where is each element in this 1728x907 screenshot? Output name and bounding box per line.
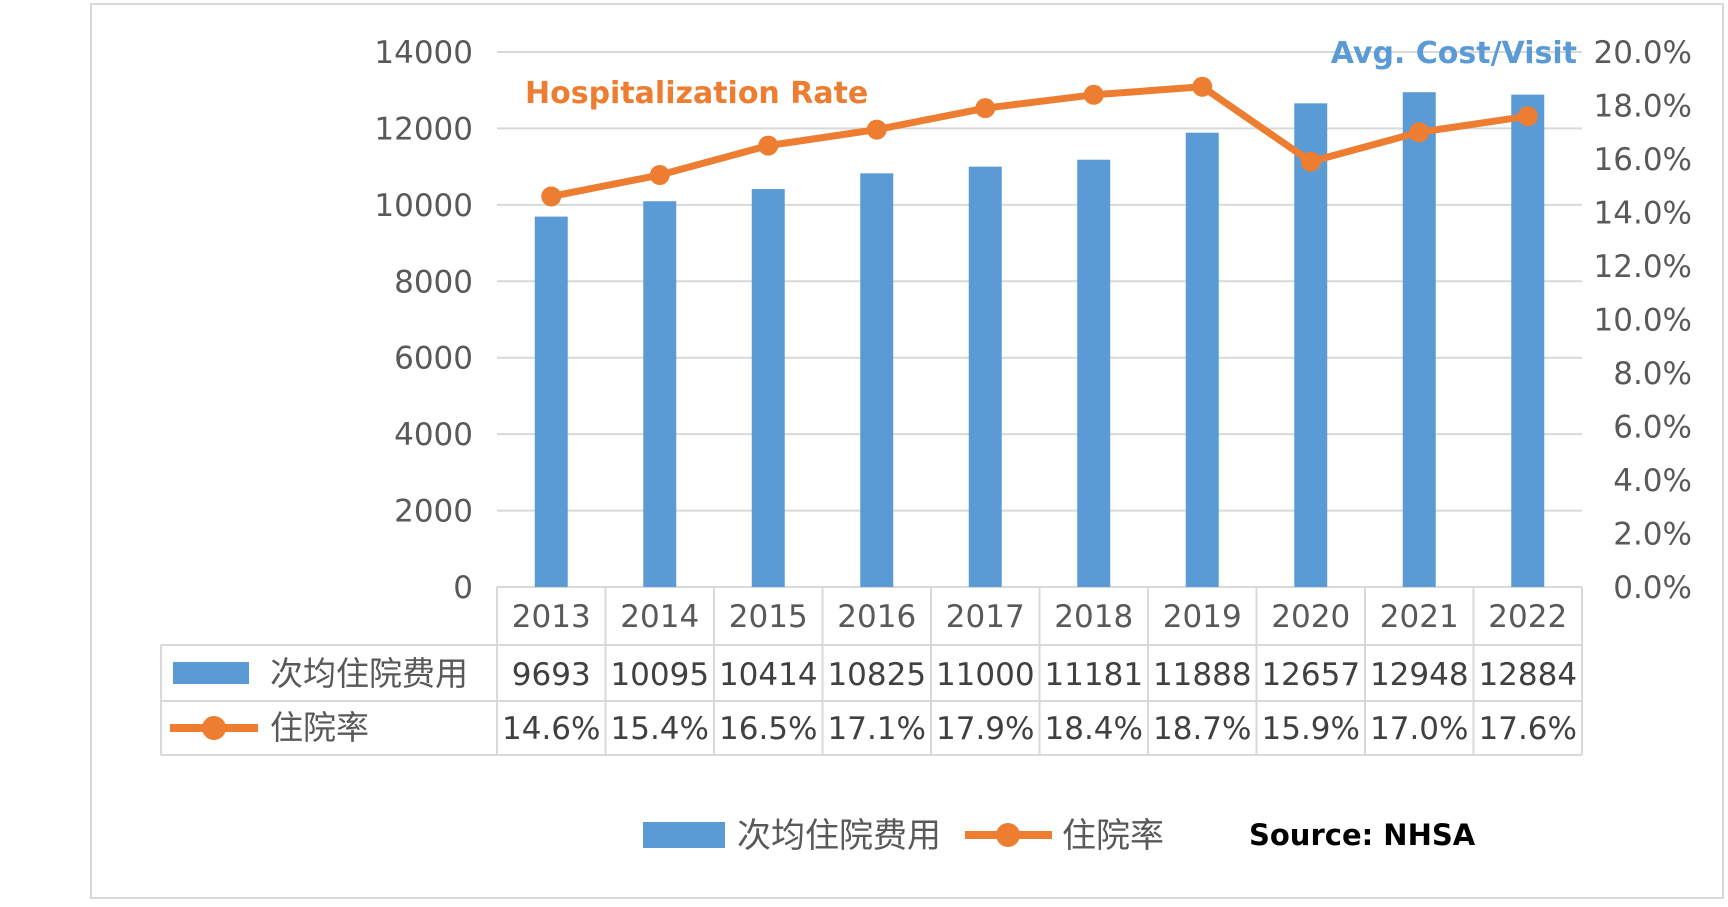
- rate-marker: [1517, 106, 1538, 127]
- right-tick-label: 0.0%: [1613, 570, 1692, 606]
- bar: [1294, 103, 1328, 588]
- rate-marker: [866, 119, 887, 140]
- right-tick-label: 14.0%: [1594, 196, 1692, 232]
- bar: [643, 201, 677, 587]
- right-tick-label: 4.0%: [1613, 463, 1692, 499]
- bar: [1402, 92, 1436, 588]
- line-annotation: Hospitalization Rate: [525, 76, 868, 111]
- legend: 次均住院费用 住院率: [643, 816, 1164, 856]
- table-cell-cost: 12657: [1261, 657, 1360, 693]
- right-axis: 0.0% 2.0% 4.0% 6.0% 8.0% 10.0% 12.0% 14.0% 16.0%…: [1594, 35, 1692, 606]
- rate-marker: [758, 135, 779, 156]
- line-series: [541, 76, 1538, 207]
- gridlines: [497, 51, 1582, 588]
- table-cell-rate: 17.6%: [1479, 711, 1577, 747]
- left-tick-label: 10000: [374, 188, 473, 224]
- left-tick-label: 0: [453, 570, 473, 606]
- left-tick-label: 6000: [394, 341, 473, 377]
- table-row-label-rate: 住院率: [270, 708, 369, 747]
- left-tick-label: 4000: [394, 417, 473, 453]
- x-tick-label: 2019: [1163, 599, 1242, 635]
- bar-annotation: Avg. Cost/Visit: [1331, 36, 1577, 71]
- table-cell-rate: 17.0%: [1370, 711, 1468, 747]
- legend-bar-label: 次均住院费用: [737, 816, 941, 856]
- x-tick-label: 2021: [1380, 599, 1459, 635]
- x-tick-label: 2020: [1271, 599, 1350, 635]
- table-cell-cost: 11888: [1153, 657, 1252, 693]
- table-cell-rate: 15.4%: [611, 711, 709, 747]
- left-axis: 0 2000 4000 6000 8000 10000 12000 14000: [374, 35, 473, 606]
- rate-marker: [541, 186, 562, 207]
- table-cell-rate: 17.9%: [936, 711, 1034, 747]
- table-cell-cost: 11181: [1044, 657, 1143, 693]
- table-row-bar-key: [173, 662, 249, 684]
- bar: [860, 173, 894, 587]
- x-tick-label: 2022: [1488, 599, 1567, 635]
- bar: [1185, 132, 1219, 588]
- table-cell-cost: 9693: [512, 657, 591, 693]
- table-cell-rate: 15.9%: [1262, 711, 1360, 747]
- source-note: Source: NHSA: [1249, 818, 1476, 852]
- x-tick-label: 2017: [946, 599, 1025, 635]
- left-tick-label: 12000: [374, 111, 473, 147]
- rate-marker: [1083, 84, 1104, 105]
- x-tick-label: 2015: [729, 599, 808, 635]
- rate-line: [550, 83, 1529, 200]
- bar: [1077, 159, 1111, 587]
- x-tick-label: 2018: [1054, 599, 1133, 635]
- left-tick-label: 8000: [394, 264, 473, 300]
- bar: [534, 216, 568, 587]
- legend-line-marker: [996, 823, 1020, 847]
- table-cell-rate: 18.4%: [1045, 711, 1143, 747]
- right-tick-label: 2.0%: [1613, 517, 1692, 553]
- table-cell-cost: 11000: [936, 657, 1035, 693]
- bar: [751, 189, 785, 587]
- bar: [1511, 94, 1545, 587]
- legend-bar-swatch: [643, 822, 725, 848]
- right-tick-label: 6.0%: [1613, 410, 1692, 446]
- left-tick-label: 2000: [394, 494, 473, 530]
- chart-frame: [90, 3, 1724, 899]
- table-cell-cost: 10095: [610, 657, 709, 693]
- x-tick-label: 2016: [837, 599, 916, 635]
- table-cell-cost: 10825: [827, 657, 926, 693]
- rate-marker: [649, 165, 670, 186]
- table-cell-cost: 12884: [1478, 657, 1577, 693]
- bar-series: [534, 92, 1545, 588]
- x-tick-label: 2014: [620, 599, 699, 635]
- bar: [968, 166, 1002, 587]
- table-cell-rate: 18.7%: [1153, 711, 1251, 747]
- rate-marker: [1192, 76, 1213, 97]
- right-tick-label: 10.0%: [1594, 303, 1692, 339]
- table-row-line-marker: [202, 716, 226, 740]
- table-row-label-cost: 次均住院费用: [270, 654, 468, 693]
- rate-marker: [1409, 122, 1430, 143]
- table-cell-rate: 16.5%: [719, 711, 817, 747]
- legend-line-label: 住院率: [1062, 816, 1164, 856]
- table-cell-cost: 12948: [1370, 657, 1469, 693]
- right-tick-label: 18.0%: [1594, 89, 1692, 125]
- rate-marker: [975, 98, 996, 119]
- table-cell-rate: 17.1%: [828, 711, 926, 747]
- right-tick-label: 12.0%: [1594, 249, 1692, 285]
- right-tick-label: 8.0%: [1613, 356, 1692, 392]
- right-tick-label: 16.0%: [1594, 142, 1692, 178]
- table-cell-rate: 14.6%: [502, 711, 600, 747]
- right-tick-label: 20.0%: [1594, 35, 1692, 71]
- left-tick-label: 14000: [374, 35, 473, 71]
- rate-marker: [1300, 151, 1321, 172]
- x-tick-label: 2013: [512, 599, 591, 635]
- data-table: 2013 9693 14.6% 2014 10095 15.4% 2015 10414 16.5…: [160, 587, 1583, 756]
- table-cell-cost: 10414: [719, 657, 818, 693]
